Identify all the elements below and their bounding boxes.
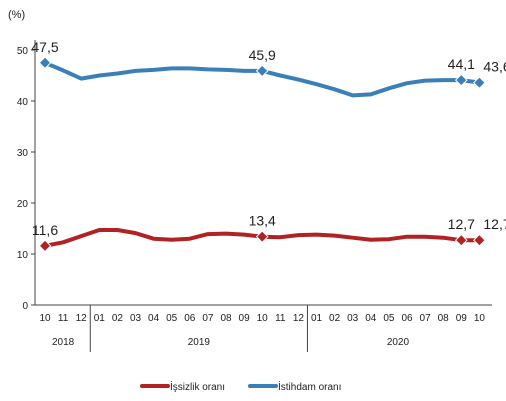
data-point-marker: [454, 233, 468, 247]
data-label: 47,5: [31, 39, 58, 55]
x-tick-label: 08: [438, 313, 450, 324]
x-tick-label: 04: [148, 313, 160, 324]
x-tick-label: 07: [202, 313, 214, 324]
x-tick-label: 01: [94, 313, 106, 324]
x-tick-label: 08: [220, 313, 232, 324]
data-label: 45,9: [249, 47, 276, 63]
data-label: 12,7: [483, 216, 506, 232]
data-point-marker: [255, 64, 269, 78]
data-labels: 11,6 13,4 12,7 12,7 47,5 45,9 44,1 43,6: [31, 39, 506, 238]
data-label: 13,4: [249, 213, 276, 229]
x-tick-label: 11: [58, 313, 69, 324]
x-tick-label: 06: [401, 313, 413, 324]
y-tick-label: 0: [22, 301, 28, 312]
y-tick-label: 30: [17, 148, 29, 159]
data-label: 43,6: [483, 59, 506, 75]
x-tick-label: 03: [347, 313, 359, 324]
x-tick-label: 06: [184, 313, 196, 324]
x-tick-label: 10: [474, 313, 486, 324]
data-point-marker: [454, 73, 468, 87]
data-point-marker: [473, 233, 486, 247]
x-year-label: 2019: [188, 337, 211, 348]
x-tick-label: 02: [329, 313, 341, 324]
x-tick-label: 12: [293, 313, 305, 324]
data-point-marker: [38, 56, 52, 70]
legend-label: İşsizlik oranı: [170, 380, 225, 393]
x-tick-label: 10: [257, 313, 269, 324]
y-tick-label: 40: [17, 97, 29, 108]
x-tick-label: 09: [239, 313, 251, 324]
y-tick-label: 50: [17, 46, 29, 57]
x-tick-label: 05: [383, 313, 395, 324]
x-tick-label: 07: [420, 313, 432, 324]
x-tick-label: 12: [76, 313, 88, 324]
legend-label: İstihdam oranı: [278, 380, 341, 393]
x-tick-label: 11: [275, 313, 286, 324]
y-axis-label: (%): [8, 9, 25, 21]
y-tick-label: 20: [17, 199, 29, 210]
x-tick-label: 01: [311, 313, 323, 324]
x-tick-label: 10: [39, 313, 51, 324]
x-tick-label: 03: [130, 313, 142, 324]
data-point-marker: [38, 239, 52, 253]
data-label: 12,7: [448, 216, 475, 232]
x-year-label: 2020: [387, 337, 410, 348]
x-tick-label: 02: [112, 313, 124, 324]
x-tick-label: 09: [456, 313, 468, 324]
data-point-marker: [473, 76, 486, 90]
data-label: 44,1: [448, 56, 475, 72]
x-tick-label: 04: [365, 313, 377, 324]
y-tick-label: 10: [17, 250, 29, 261]
series-layer: [38, 56, 486, 253]
legend: İşsizlik oranı İstihdam oranı: [140, 380, 341, 393]
data-point-marker: [255, 230, 269, 244]
data-label: 11,6: [32, 222, 58, 238]
x-year-label: 2018: [52, 337, 75, 348]
x-tick-label: 05: [166, 313, 178, 324]
